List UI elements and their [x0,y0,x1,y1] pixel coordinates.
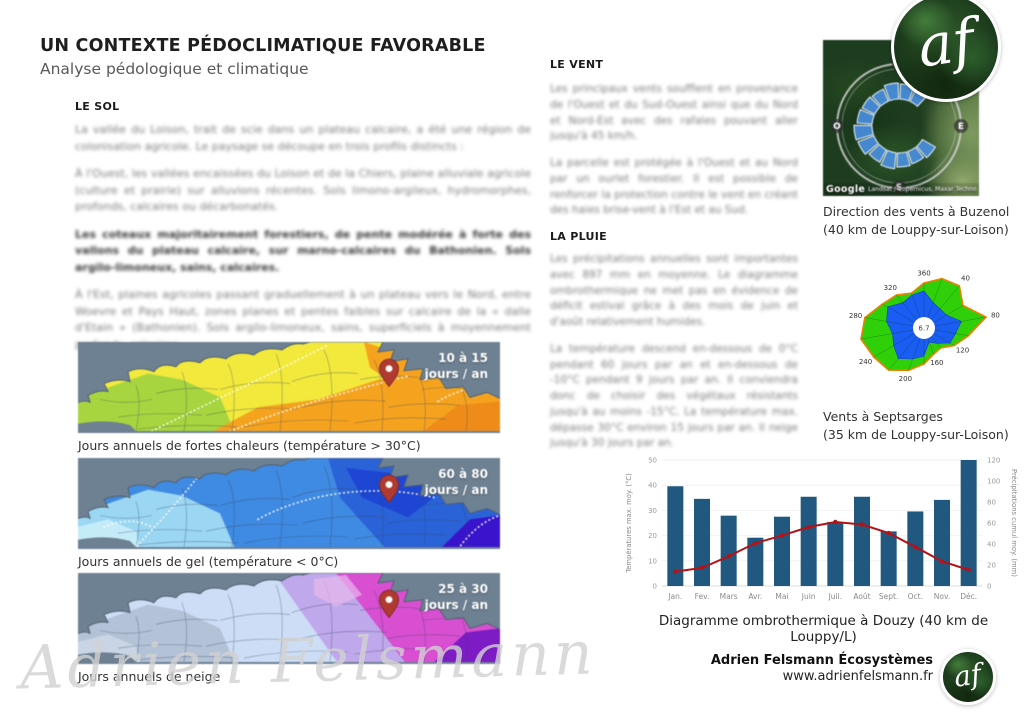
paragraph: Les principaux vents soufflent en proven… [550,83,798,143]
vent-paragraphs: Les principaux vents soufflent en proven… [550,82,798,230]
ombrothermic-chart: 0 10 20 30 40 50 0 20 40 60 80 100 120 Jan. Fev. Mars Av… [625,457,1018,602]
svg-text:Juin: Juin [801,592,816,601]
caption-line: (35 km de Louppy-sur-Loison) [823,426,1009,442]
svg-text:40: 40 [961,275,970,283]
brand-logo-icon: af [940,649,996,705]
france-map-image [78,458,500,549]
brand-logo-initials: af [913,5,979,81]
svg-text:6.7: 6.7 [918,325,929,333]
badge-unit: jours / an [424,366,488,381]
septsarges-caption: Vents à Septsarges (35 km de Louppy-sur-… [823,408,1009,443]
map-caption-neige: Jours annuels de neige [78,669,221,684]
svg-text:Fev.: Fev. [695,592,710,601]
svg-text:120: 120 [987,457,1000,465]
ombro-caption: Diagramme ombrothermique à Douzy (40 km … [658,613,989,645]
france-map-image [78,342,500,433]
svg-text:Jan.: Jan. [667,592,682,601]
svg-text:Déc.: Déc. [960,592,977,601]
map-fortes-chaleurs: 10 à 15 jours / an [78,342,500,433]
svg-text:Août: Août [853,592,870,601]
svg-text:Températures max. moy. (°C): Températures max. moy. (°C) [625,473,633,574]
svg-text:10: 10 [648,557,657,565]
svg-text:Sept.: Sept. [879,592,898,601]
paragraph: Les précipitations annuelles sont import… [550,253,798,328]
svg-text:40: 40 [987,541,996,549]
svg-text:280: 280 [849,312,862,320]
caption-line: Direction des vents à Buzenol [823,204,1010,219]
svg-text:100: 100 [987,478,1000,486]
paragraph: La température descend en-dessous de 0°C… [550,342,798,450]
pluie-paragraphs: Les précipitations annuelles sont import… [550,252,798,463]
google-logo: Google [826,184,866,195]
svg-text:S: S [896,183,902,193]
svg-text:160: 160 [930,359,943,367]
svg-text:O: O [833,122,841,132]
badge-value: 60 à 80 [438,467,488,481]
svg-text:60: 60 [987,520,996,528]
map-attribution: Google Landsat / Copernicus, Maxar Techn… [823,183,979,196]
section-heading-vent: LE VENT [550,58,604,71]
svg-text:30: 30 [648,507,657,515]
buzenol-caption: Direction des vents à Buzenol (40 km de … [823,203,1009,238]
footer: Adrien Felsmann Écosystèmes www.adrienfe… [711,653,933,686]
svg-text:20: 20 [987,562,996,570]
svg-text:200: 200 [899,375,912,383]
map-gel: 60 à 80 jours / an [78,458,500,549]
svg-text:240: 240 [859,358,872,366]
svg-text:40: 40 [648,482,657,490]
badge-unit: jours / an [424,597,488,612]
map-pin-icon [379,358,399,388]
badge-value: 10 à 15 [438,351,488,365]
svg-text:Avr.: Avr. [748,592,762,601]
map-badge: 25 à 30 jours / an [425,582,488,613]
svg-text:320: 320 [884,284,897,292]
caption-line: Vents à Septsarges [823,409,943,424]
svg-text:20: 20 [648,532,657,540]
footer-company-name: Adrien Felsmann Écosystèmes [710,653,933,668]
svg-text:Précipitations cumul moy. (mm): Précipitations cumul moy. (mm) [1010,469,1018,577]
map-badge: 10 à 15 jours / an [425,351,488,382]
map-caption-chaleurs: Jours annuels de fortes chaleurs (tempér… [78,438,421,453]
attribution-text: Landsat / Copernicus, Maxar Technologies [868,186,976,193]
brand-logo-initials: af [952,656,984,694]
footer-website-link[interactable]: www.adrienfelsmann.fr [782,669,933,685]
page-subtitle: Analyse pédologique et climatique [40,60,309,78]
brand-logo-icon: af [891,0,1001,102]
svg-text:360: 360 [917,270,930,278]
svg-text:E: E [958,122,964,132]
map-pin-icon [379,474,399,504]
wind-rose-chart: 6.7 40 80 120 160 200 240 280 320 360 [849,270,1000,384]
map-badge: 60 à 80 jours / an [425,467,488,498]
map-caption-gel: Jours annuels de gel (température < 0°C) [78,554,339,569]
svg-text:Nov.: Nov. [934,592,950,601]
section-heading-sol: LE SOL [75,100,120,113]
caption-line: (40 km de Louppy-sur-Loison) [823,221,1009,237]
svg-text:80: 80 [987,499,996,507]
map-neige: 25 à 30 jours / an [78,573,500,664]
section-heading-pluie: LA PLUIE [550,230,607,243]
svg-text:50: 50 [648,457,657,465]
svg-text:0: 0 [987,583,991,591]
svg-text:Mai: Mai [775,592,788,601]
svg-text:Oct.: Oct. [908,592,923,601]
svg-text:Juil.: Juil. [828,592,843,601]
svg-text:120: 120 [956,346,969,354]
paragraph-bold: Les coteaux majoritairement forestiers, … [75,227,531,274]
paragraph: La parcelle est protégée à l'Ouest et au… [550,157,798,217]
svg-text:0: 0 [653,583,657,591]
svg-text:Mars: Mars [720,592,738,601]
svg-text:80: 80 [991,311,1000,319]
paragraph: La vallée du Loison, trait de scie dans … [75,123,531,153]
badge-unit: jours / an [424,482,488,497]
map-pin-icon [379,589,399,619]
badge-value: 25 à 30 [438,582,488,596]
france-map-image [78,573,500,664]
sol-paragraphs: La vallée du Loison, trait de scie dans … [75,122,531,364]
page-title: UN CONTEXTE PÉDOCLIMATIQUE FAVORABLE [40,36,486,56]
paragraph: À l'Ouest, les vallées encaissées du Loi… [75,167,531,213]
